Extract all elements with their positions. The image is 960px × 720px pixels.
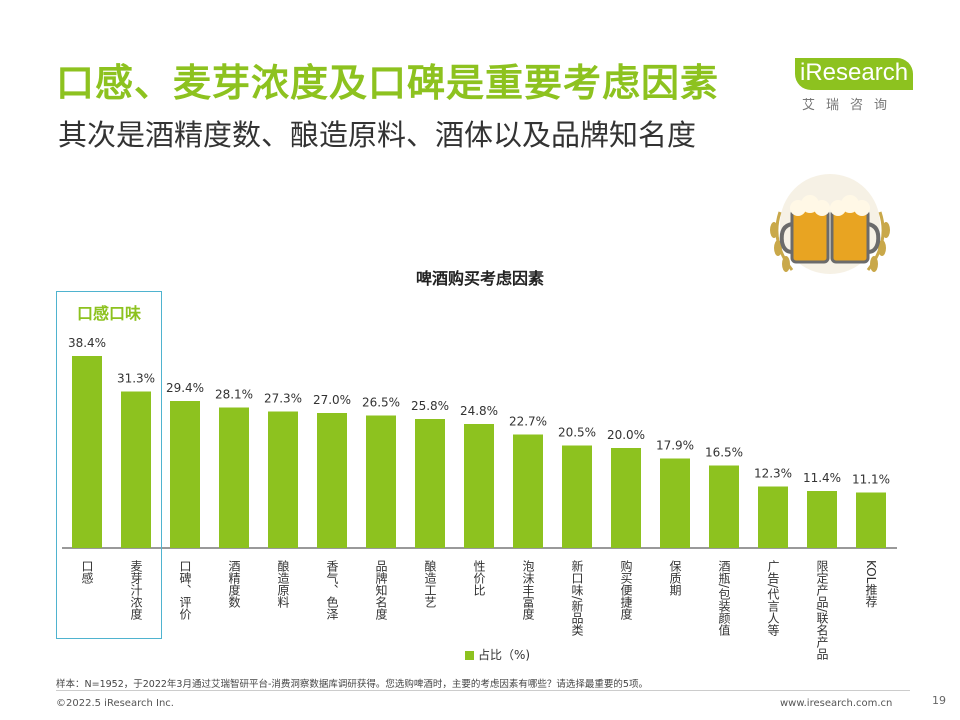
bar-value-label: 20.0% — [607, 428, 645, 442]
bar — [660, 458, 690, 548]
page-title: 口感、麦芽浓度及口碑是重要考虑因素 — [56, 61, 720, 105]
bar-value-label: 25.8% — [411, 399, 449, 413]
bar-value-label: 11.4% — [803, 471, 841, 485]
category-label: 限定产品/联名产品 — [815, 560, 829, 660]
bar-value-label: 27.3% — [264, 392, 302, 406]
category-label: 酒瓶/包装颜值 — [717, 560, 731, 637]
bar-value-label: 27.0% — [313, 393, 351, 407]
bar-value-label: 28.1% — [215, 388, 253, 402]
footer-divider — [56, 690, 910, 691]
category-label: 广告/代言人等 — [766, 560, 780, 636]
footnote: 样本：N=1952，于2022年3月通过艾瑞智研平台-消费洞察数据库调研获得。您… — [56, 679, 648, 690]
bar — [317, 413, 347, 548]
category-label: 泡沫丰富度 — [521, 560, 535, 620]
bar — [758, 486, 788, 548]
page-subtitle: 其次是酒精度数、酿造原料、酒体以及品牌知名度 — [58, 118, 697, 152]
category-label: KOL推荐 — [864, 560, 878, 608]
bar — [366, 415, 396, 548]
bar — [415, 419, 445, 548]
bar-value-label: 31.3% — [117, 372, 155, 386]
category-label: 品牌知名度 — [374, 560, 388, 620]
bar — [562, 445, 592, 548]
bar-value-label: 16.5% — [705, 446, 743, 460]
category-label: 性价比 — [472, 560, 486, 597]
bar — [709, 465, 739, 548]
category-label: 香气、色泽 — [325, 560, 339, 620]
iresearch-logo: iResearch 艾瑞咨询 — [790, 50, 915, 113]
beer-mugs-icon — [770, 174, 890, 274]
bar-value-label: 20.5% — [558, 426, 596, 440]
chart-title: 啤酒购买考虑因素 — [415, 269, 544, 288]
category-label: 保质期 — [668, 560, 682, 596]
highlight-box — [56, 291, 162, 639]
bar-value-label: 26.5% — [362, 396, 400, 410]
website-link[interactable]: www.iresearch.com.cn — [780, 698, 893, 709]
bar-value-label: 22.7% — [509, 415, 547, 429]
bar-value-label: 29.4% — [166, 381, 204, 395]
category-label: 酒精度数 — [227, 560, 241, 609]
bar-value-label: 12.3% — [754, 467, 792, 481]
category-label: 口碑、评价 — [178, 560, 192, 620]
category-label: 酿造工艺 — [423, 559, 437, 608]
bar — [611, 448, 641, 548]
bar — [513, 434, 543, 548]
legend-label: 占比（%) — [478, 648, 531, 662]
category-label: 购买便捷度 — [619, 559, 633, 620]
bar — [219, 407, 249, 548]
bar-value-label: 24.8% — [460, 404, 498, 418]
bar — [807, 491, 837, 548]
bar-value-label: 11.1% — [852, 473, 890, 487]
bar — [121, 391, 151, 548]
page-number: 19 — [932, 694, 946, 707]
legend-swatch — [465, 651, 474, 660]
bar-value-label: 38.4% — [68, 336, 106, 350]
category-label: 麦芽汁浓度 — [129, 560, 143, 620]
bar — [268, 411, 298, 548]
bar-value-label: 17.9% — [656, 439, 694, 453]
category-label: 口感 — [80, 560, 94, 584]
copyright: ©2022.5 iResearch Inc. — [56, 698, 174, 709]
logo-brand-text: iResearch — [800, 59, 909, 86]
bar — [72, 356, 102, 548]
bar — [464, 424, 494, 548]
category-label: 新口味/新品类 — [570, 559, 584, 637]
bar — [170, 401, 200, 548]
category-label: 酿造原料 — [276, 559, 290, 608]
logo-badge — [795, 58, 913, 90]
bar — [856, 492, 886, 548]
chart-legend: 占比（%) — [465, 646, 530, 663]
highlight-label: 口感口味 — [76, 304, 141, 323]
logo-sub-text: 艾瑞咨询 — [802, 98, 899, 113]
